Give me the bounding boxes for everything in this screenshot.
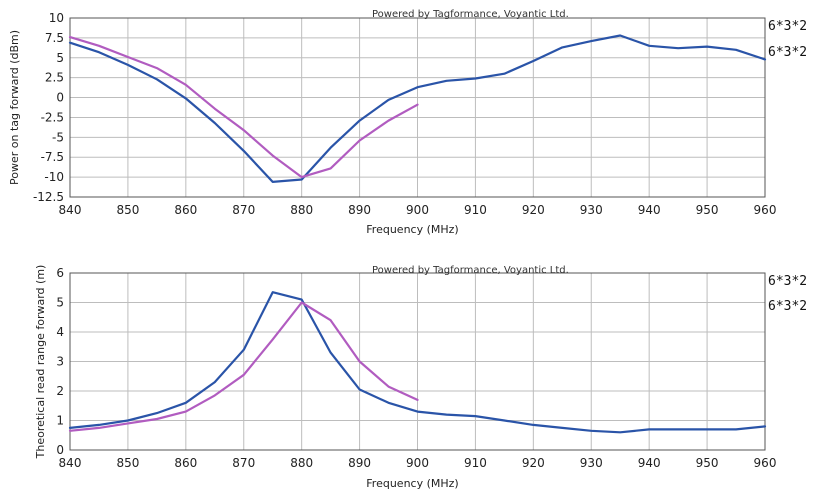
chart-2-x-tick-label: 850 (116, 456, 139, 470)
chart-2-credit-text: Powered by Tagformance, Voyantic Ltd. (372, 265, 569, 276)
chart-1-y-tick-label: -2.5 (41, 110, 64, 124)
chart-1-y-tick-label: 5 (56, 51, 64, 65)
chart-2-x-tick-label: 890 (348, 456, 371, 470)
chart-1-series-2-line (68, 35, 419, 179)
chart-2-x-tick-label: 950 (696, 456, 719, 470)
chart-2-plot-frame (69, 272, 766, 451)
chart-2-x-axis-title: Frequency (MHz) (366, 477, 458, 490)
chart-1-x-tick-label: 870 (232, 203, 255, 217)
chart-1-y-tick-label: -12.5 (33, 190, 64, 204)
chart-1-x-tick-label: 930 (580, 203, 603, 217)
chart-1-y-tick-label: 7.5 (45, 31, 64, 45)
chart-1-y-tick-label: 2.5 (45, 71, 64, 85)
chart-2-y-tick-label: 2 (56, 384, 64, 398)
chart-1-x-tick-label: 860 (174, 203, 197, 217)
chart-1-x-tick-label: 920 (522, 203, 545, 217)
chart-1-y-tick-label: -7.5 (41, 150, 64, 164)
chart-1-y-tick-label: 0 (56, 91, 64, 105)
chart-2-series-1-line (68, 291, 767, 434)
chart-1-y-tick-label: -10 (44, 170, 64, 184)
chart-2-x-tick-label: 920 (522, 456, 545, 470)
chart-1-legend-entry-1: 6*3*2 (768, 19, 807, 34)
chart-1-x-tick-label: 850 (116, 203, 139, 217)
chart-2-x-tick-label: 870 (232, 456, 255, 470)
chart-2-x-tick-label: 910 (464, 456, 487, 470)
chart-1-x-tick-label: 900 (406, 203, 429, 217)
chart-2-y-tick-label: 0 (56, 443, 64, 457)
chart-2-legend-entry-2: 6*3*2 (768, 299, 807, 314)
chart-2-x-tick-label: 880 (290, 456, 313, 470)
chart-1-y-tick-label: -5 (52, 130, 64, 144)
chart-2-y-tick-label: 1 (56, 414, 64, 428)
chart-1-series-1-line (68, 34, 767, 183)
chart-1-legend-entry-2: 6*3*2 (768, 45, 807, 60)
chart-2-y-tick-label: 4 (56, 325, 64, 339)
chart-1-x-tick-label: 910 (464, 203, 487, 217)
chart-2-y-tick-label: 3 (56, 355, 64, 369)
chart-2-x-tick-label: 900 (406, 456, 429, 470)
chart-2-y-tick-label: 6 (56, 266, 64, 280)
chart-1-credit-text: Powered by Tagformance, Voyantic Ltd. (372, 9, 569, 20)
chart-1-x-tick-label: 890 (348, 203, 371, 217)
chart-2-y-axis-title: Theoretical read range forward (m) (34, 265, 47, 460)
chart-2-legend-entry-1: 6*3*2 (768, 274, 807, 289)
chart-2-x-tick-label: 960 (754, 456, 777, 470)
chart-1-x-tick-label: 940 (638, 203, 661, 217)
chart-2-x-tick-label: 860 (174, 456, 197, 470)
chart-1-x-tick-label: 950 (696, 203, 719, 217)
chart-2-series-2-line (68, 301, 419, 432)
chart-2-y-tick-label: 5 (56, 296, 64, 310)
chart-1-y-axis-title: Power on tag forward (dBm) (8, 30, 21, 185)
chart-1-x-tick-label: 880 (290, 203, 313, 217)
chart-2-x-tick-label: 940 (638, 456, 661, 470)
chart-1-x-axis-title: Frequency (MHz) (366, 223, 458, 236)
chart-1-y-tick-label: 10 (49, 11, 64, 25)
chart-1-x-tick-label: 840 (59, 203, 82, 217)
chart-1-x-tick-label: 960 (754, 203, 777, 217)
chart-2-x-tick-label: 930 (580, 456, 603, 470)
chart-1-plot-frame (69, 17, 766, 198)
chart-2-x-tick-label: 840 (59, 456, 82, 470)
